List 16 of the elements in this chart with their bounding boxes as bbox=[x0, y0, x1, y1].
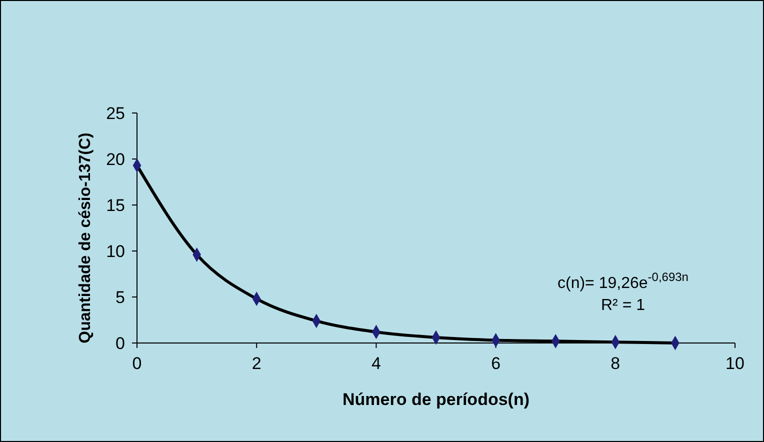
x-tick-label: 0 bbox=[132, 354, 142, 373]
x-tick-label: 6 bbox=[491, 354, 501, 373]
x-tick-label: 10 bbox=[726, 354, 744, 373]
x-tick-label: 8 bbox=[610, 354, 620, 373]
y-axis-title: Quantidade de césio-137(C) bbox=[77, 132, 94, 344]
y-tick-label: 25 bbox=[106, 104, 125, 123]
y-tick-label: 10 bbox=[106, 242, 125, 261]
annotation: R² = 1 bbox=[600, 297, 646, 314]
x-tick-label: 2 bbox=[252, 354, 262, 373]
y-tick-label: 15 bbox=[106, 196, 125, 215]
x-axis-title: Número de períodos(n) bbox=[342, 390, 530, 409]
y-tick-label: 5 bbox=[116, 288, 125, 307]
y-tick-label: 0 bbox=[116, 334, 125, 353]
y-tick-label: 20 bbox=[106, 150, 125, 169]
x-tick-label: 4 bbox=[371, 354, 381, 373]
annotation: c(n)= 19,26e$^{-0,693n}$ bbox=[558, 270, 688, 292]
